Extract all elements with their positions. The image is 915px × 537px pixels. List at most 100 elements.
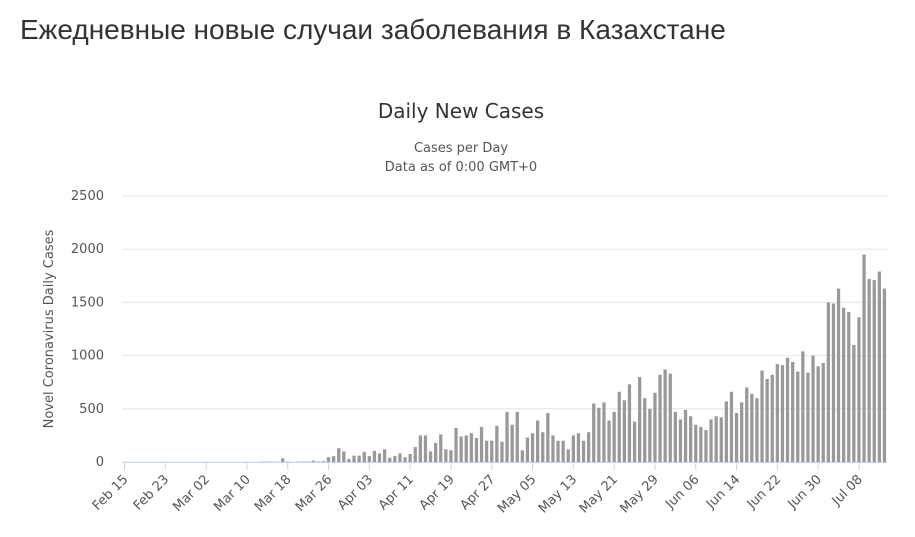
- bar: [607, 420, 611, 462]
- bar: [668, 373, 672, 462]
- bar: [469, 433, 473, 462]
- bar: [505, 411, 509, 462]
- bar: [678, 419, 683, 462]
- bar: [485, 440, 489, 462]
- bar: [347, 458, 351, 462]
- x-tick-label: Feb 23: [131, 472, 173, 514]
- bar: [622, 400, 626, 462]
- bar: [546, 413, 550, 462]
- bar: [765, 379, 769, 462]
- bar: [439, 434, 443, 462]
- bar: [699, 426, 703, 462]
- bar: [434, 442, 438, 462]
- bar: [388, 457, 392, 462]
- bar: [816, 366, 820, 462]
- x-tick-label: Jul 08: [829, 472, 866, 509]
- bar: [617, 391, 621, 462]
- bar: [571, 435, 575, 462]
- bar: [479, 426, 484, 462]
- y-tick-label: 2500: [71, 189, 104, 204]
- bar: [872, 280, 876, 462]
- bar: [653, 392, 657, 462]
- x-tick-label: Jun 30: [785, 472, 825, 512]
- bar: [352, 455, 356, 462]
- bar: [515, 411, 519, 462]
- x-tick-label: May 21: [577, 472, 621, 516]
- bar: [785, 357, 790, 462]
- bar: [342, 451, 346, 462]
- bar: [459, 436, 463, 462]
- bar: [556, 440, 560, 462]
- bar: [791, 361, 795, 462]
- x-tick-label: Apr 03: [335, 472, 376, 513]
- y-tick-label: 0: [96, 455, 104, 470]
- bar: [444, 449, 448, 462]
- bar: [520, 450, 524, 462]
- x-tick-label: Mar 26: [293, 472, 336, 515]
- bar: [867, 278, 871, 462]
- bar: [877, 271, 881, 462]
- bar: [525, 437, 530, 462]
- x-tick-label: May 05: [495, 472, 539, 516]
- y-tick-label: 2000: [71, 242, 104, 257]
- bar: [490, 440, 494, 462]
- chart-subtitle: Data as of 0:00 GMT+0: [385, 160, 537, 175]
- bar: [755, 398, 759, 462]
- bar: [780, 365, 785, 462]
- bar: [551, 435, 555, 462]
- chart-subtitle: Cases per Day: [414, 141, 508, 156]
- bar: [643, 398, 647, 462]
- bar: [836, 288, 841, 462]
- x-tick-label: Mar 18: [252, 472, 295, 515]
- bar: [638, 376, 642, 462]
- bar: [821, 363, 825, 462]
- bar: [740, 402, 744, 462]
- bar: [413, 447, 417, 462]
- bar: [704, 430, 708, 462]
- bar: [602, 402, 606, 462]
- bar: [811, 355, 815, 462]
- bar: [796, 371, 800, 462]
- bar: [714, 416, 718, 462]
- bar: [337, 448, 341, 462]
- bar: [632, 421, 637, 462]
- bar: [423, 435, 428, 462]
- x-tick-label: May 13: [536, 472, 580, 516]
- x-tick-label: Mar 10: [211, 472, 254, 515]
- x-tick-label: Mar 02: [170, 472, 213, 515]
- bar: [689, 416, 693, 462]
- bar: [464, 435, 468, 462]
- bar: [357, 455, 361, 462]
- bar: [398, 453, 402, 462]
- bar: [592, 403, 596, 462]
- y-tick-label: 500: [79, 402, 104, 417]
- bar: [806, 372, 810, 462]
- bar: [377, 453, 382, 462]
- bar: [658, 374, 662, 462]
- bar: [709, 419, 713, 462]
- page-title: Ежедневные новые случаи заболевания в Ка…: [20, 14, 726, 45]
- bar: [842, 307, 846, 462]
- bar: [734, 413, 739, 462]
- bar: [536, 420, 540, 462]
- bar: [281, 458, 285, 462]
- x-tick-label: Apr 19: [417, 472, 458, 513]
- x-tick-label: Apr 11: [376, 472, 417, 513]
- bar: [683, 409, 688, 462]
- bar: [566, 449, 570, 462]
- bar: [383, 449, 387, 462]
- bar: [495, 425, 499, 462]
- bar: [750, 393, 754, 462]
- y-tick-label: 1500: [71, 295, 104, 310]
- bar: [321, 461, 326, 462]
- bar: [332, 456, 336, 462]
- x-tick-label: Jun 22: [744, 472, 784, 512]
- bar: [474, 438, 479, 462]
- x-tick-label: Apr 27: [457, 472, 498, 513]
- y-axis-label: Novel Coronavirus Daily Cases: [42, 229, 57, 428]
- y-tick-label: 1000: [71, 349, 104, 364]
- bar: [408, 454, 412, 462]
- bar: [581, 440, 586, 462]
